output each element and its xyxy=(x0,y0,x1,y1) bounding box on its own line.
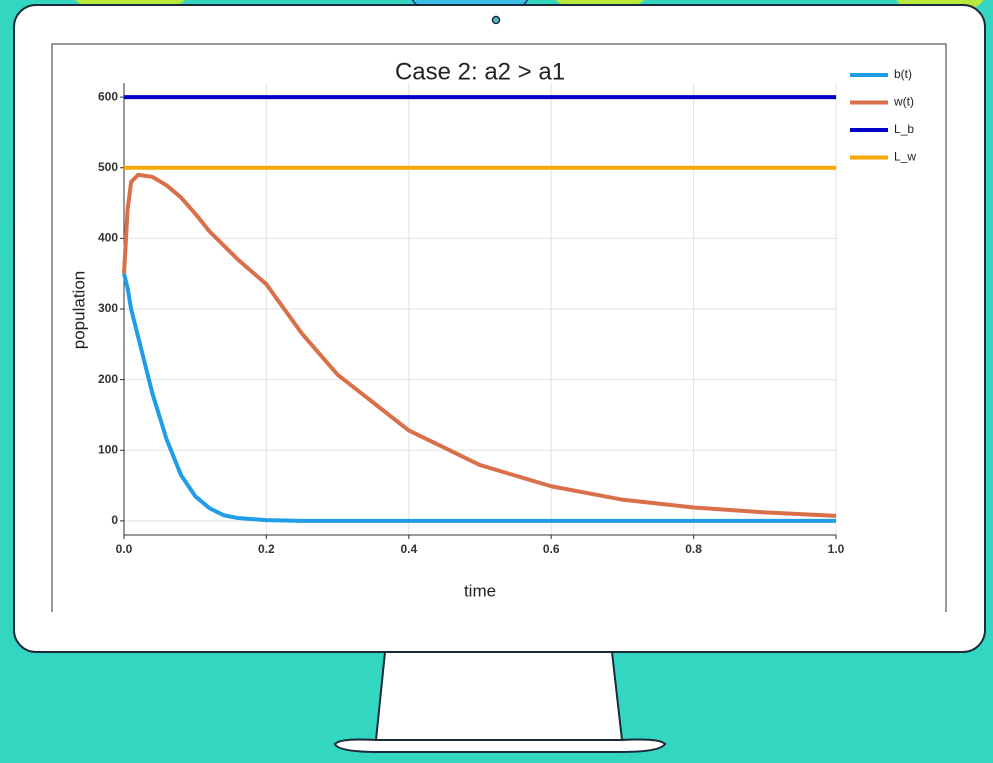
x-tick-label: 0.8 xyxy=(685,542,702,556)
x-tick-label: 1.0 xyxy=(828,542,845,556)
monitor-base xyxy=(333,738,667,753)
x-tick-label: 0.2 xyxy=(258,542,275,556)
legend-label: L_w xyxy=(894,150,916,164)
chart-title: Case 2: a2 > a1 xyxy=(395,58,565,85)
legend-label: w(t) xyxy=(893,95,914,109)
camera xyxy=(491,15,501,25)
legend-label: b(t) xyxy=(894,67,912,81)
x-tick-label: 0.6 xyxy=(543,542,560,556)
y-tick-label: 200 xyxy=(98,372,118,386)
y-tick-label: 0 xyxy=(111,513,118,527)
monitor-stand xyxy=(374,651,624,741)
x-tick-label: 0.4 xyxy=(400,542,417,556)
x-tick-label: 0.0 xyxy=(116,542,133,556)
y-tick-label: 500 xyxy=(98,160,118,174)
series-line xyxy=(122,172,837,518)
x-axis-label: time xyxy=(464,581,496,600)
y-tick-label: 300 xyxy=(98,301,118,315)
series-line xyxy=(122,273,836,523)
y-axis-label: population xyxy=(69,271,88,349)
legend-label: L_b xyxy=(894,122,914,136)
y-tick-label: 400 xyxy=(98,231,118,245)
chart: Case 2: a2 > a1 time population 0 100 200 3… xyxy=(69,58,916,600)
y-tick-label: 100 xyxy=(98,442,118,456)
y-tick-label: 600 xyxy=(98,89,118,103)
screen-frame xyxy=(51,43,947,612)
